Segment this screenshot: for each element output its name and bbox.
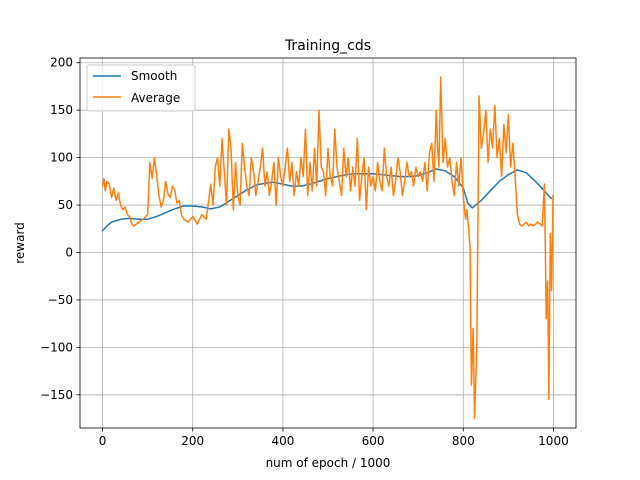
x-tick-label: 800 [452,434,475,448]
y-tick-label: 0 [65,245,73,259]
y-tick-label: 200 [50,56,73,70]
gridlines [80,58,576,428]
x-tick-label: 400 [271,434,294,448]
series-line-smooth [101,168,553,232]
plot-area-frame [79,57,577,429]
x-tick-label: 600 [362,434,385,448]
x-tick-label: 1000 [538,434,569,448]
chart-title: Training_cds [284,38,371,54]
x-axis-label: num of epoch / 1000 [266,456,391,470]
y-tick-label: 150 [50,103,73,117]
series-line-average [101,76,554,420]
plot-series [101,76,554,420]
y-axis-ticks: −150 −100 −50 0 50 100 150 200 [40,56,80,402]
y-tick-label: 50 [58,198,73,212]
x-tick-label: 0 [99,434,107,448]
y-tick-label: 100 [50,151,73,165]
y-tick-label: −50 [48,293,73,307]
x-tick-label: 200 [181,434,204,448]
x-axis-ticks: 0 200 400 600 800 1000 [99,428,569,448]
legend: Smooth Average [86,64,196,112]
legend-label-smooth: Smooth [131,69,177,83]
y-tick-label: −150 [40,388,73,402]
y-axis-label: reward [13,222,27,264]
legend-label-average: Average [131,91,180,105]
y-tick-label: −100 [40,340,73,354]
